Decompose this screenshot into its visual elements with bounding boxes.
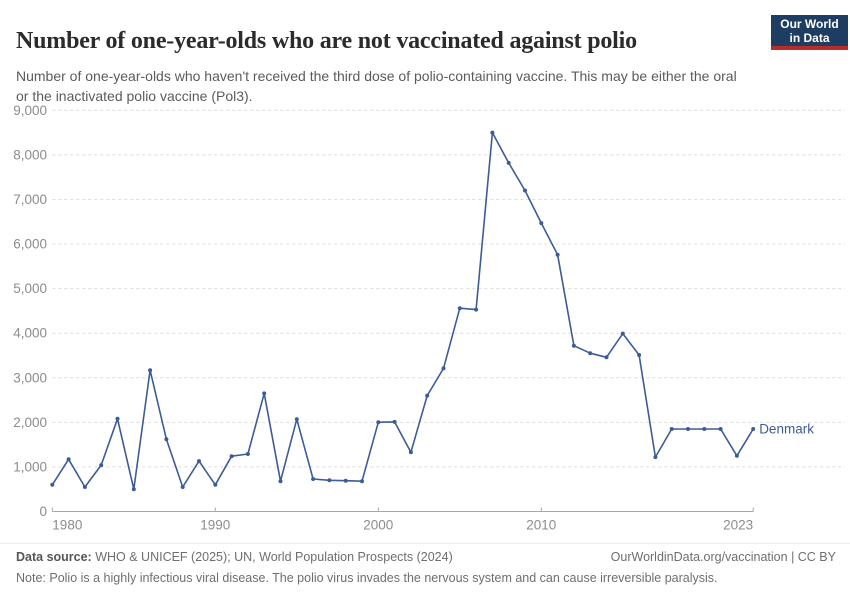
data-point — [523, 188, 527, 193]
x-tick-label: 1980 — [52, 518, 82, 533]
y-tick-label: 7,000 — [13, 192, 47, 207]
x-tick-label: 2023 — [723, 518, 753, 533]
data-point — [653, 455, 658, 460]
data-point — [360, 479, 364, 484]
owid-logo-line1: Our World — [780, 17, 839, 31]
footer-note: Note: Polio is a highly infectious viral… — [16, 571, 834, 585]
data-point — [164, 437, 169, 442]
data-point — [441, 366, 446, 371]
y-tick-label: 2,000 — [13, 415, 47, 430]
y-tick-label: 1,000 — [13, 459, 47, 474]
datasource-label: Data source: — [16, 550, 92, 564]
data-point — [686, 427, 690, 431]
x-tick-label: 1990 — [200, 518, 230, 533]
data-point — [474, 307, 479, 312]
note-label: Note: — [16, 571, 46, 585]
y-tick-label: 0 — [39, 504, 47, 519]
y-tick-label: 9,000 — [13, 103, 47, 118]
data-point — [66, 457, 71, 462]
data-point — [50, 482, 55, 487]
owid-logo: Our World in Data — [771, 15, 848, 50]
y-tick-label: 5,000 — [13, 281, 47, 296]
footer-link[interactable]: OurWorldinData.org/vaccination | CC BY — [610, 550, 836, 564]
data-point — [702, 427, 707, 431]
footer-datasource: Data source: WHO & UNICEF (2025); UN, Wo… — [16, 550, 834, 564]
data-point — [311, 477, 316, 481]
x-tick-label: 2000 — [363, 518, 393, 533]
footer-divider — [0, 543, 850, 544]
data-point — [82, 485, 87, 489]
data-point — [751, 427, 756, 431]
data-point — [278, 479, 283, 484]
entity-label: Denmark — [759, 422, 814, 437]
data-point — [506, 160, 511, 165]
data-point — [197, 459, 201, 464]
data-point — [392, 419, 397, 424]
data-point — [734, 453, 739, 458]
data-point — [376, 420, 381, 425]
data-point — [343, 478, 348, 483]
data-point — [718, 427, 723, 431]
data-point — [180, 485, 185, 489]
x-tick-label: 2010 — [526, 518, 556, 533]
owid-logo-line2: in Data — [789, 31, 830, 45]
data-point — [131, 487, 136, 492]
data-point — [294, 417, 299, 422]
line-chart: 0 1,000 2,000 3,000 4,000 5,000 6,000 7,000 8,00… — [13, 103, 845, 533]
y-tick-label: 4,000 — [13, 326, 47, 341]
data-point — [148, 368, 153, 373]
data-line-denmark — [51, 131, 754, 490]
data-point — [408, 450, 413, 455]
y-tick-label: 6,000 — [13, 237, 47, 252]
data-point — [262, 391, 267, 396]
data-point — [245, 452, 250, 456]
data-point — [327, 478, 332, 483]
data-point — [213, 482, 218, 487]
y-tick-label: 3,000 — [13, 370, 47, 385]
data-point — [637, 353, 642, 357]
data-point — [539, 221, 544, 226]
data-point — [571, 343, 576, 348]
data-point — [620, 331, 625, 336]
data-point — [604, 355, 609, 360]
data-point — [490, 130, 495, 135]
chart-subtitle: Number of one-year-olds who haven't rece… — [16, 68, 737, 104]
data-point — [457, 306, 462, 311]
data-point — [99, 463, 104, 468]
data-point — [425, 393, 430, 398]
data-point — [588, 351, 593, 356]
data-point — [669, 427, 674, 431]
data-point — [229, 454, 234, 459]
data-point — [115, 416, 120, 421]
data-point — [555, 252, 560, 257]
page-title: Number of one-year-olds who are not vacc… — [16, 28, 637, 55]
datasource-text: WHO & UNICEF (2025); UN, World Populatio… — [91, 550, 453, 564]
note-text: Polio is a highly infectious viral disea… — [45, 571, 718, 585]
y-tick-label: 8,000 — [13, 147, 47, 162]
